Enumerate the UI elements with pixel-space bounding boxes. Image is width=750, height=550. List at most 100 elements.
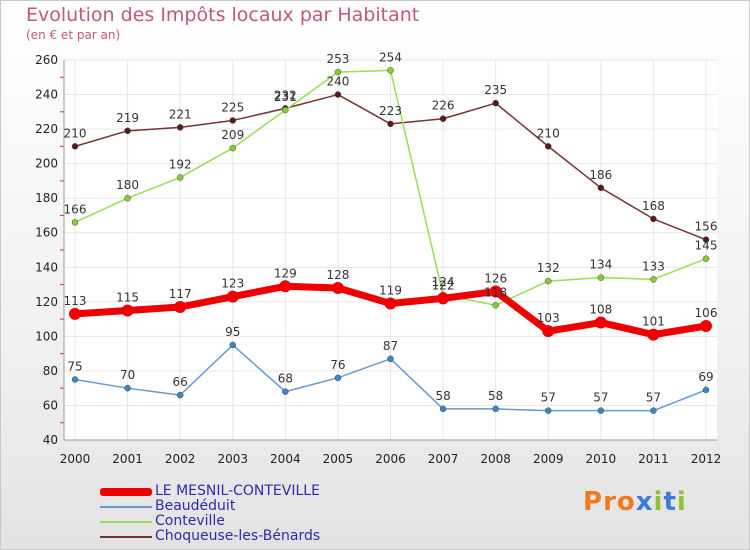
- data-label-beaudeduit: 58: [488, 389, 503, 403]
- data-point-conteville: [229, 144, 236, 152]
- data-point-mesnil: [437, 292, 450, 305]
- data-point-mesnil: [594, 316, 607, 329]
- data-point-conteville: [650, 276, 657, 283]
- data-point-mesnil: [647, 328, 660, 341]
- data-label-choqueuse: 168: [642, 199, 665, 213]
- data-point-choqueuse: [492, 99, 499, 107]
- data-label-mesnil: 108: [589, 303, 612, 317]
- y-tick-label: 160: [35, 226, 58, 240]
- data-label-mesnil: 123: [221, 277, 244, 291]
- data-label-choqueuse: 210: [537, 126, 560, 140]
- data-label-conteville: 118: [484, 285, 507, 299]
- data-label-choqueuse: 221: [169, 107, 192, 121]
- y-tick-label: 40: [43, 433, 58, 447]
- y-tick-label: 200: [35, 157, 58, 171]
- legend-label-choqueuse: Choqueuse-les-Bénards: [155, 528, 321, 544]
- data-label-mesnil: 126: [484, 271, 507, 285]
- x-tick-label: 2011: [638, 452, 669, 466]
- data-point-beaudeduit: [176, 391, 184, 399]
- chart-title: Evolution des Impôts locaux par Habitant: [26, 4, 420, 26]
- data-label-beaudeduit: 57: [541, 391, 556, 405]
- data-label-beaudeduit: 95: [225, 325, 240, 339]
- data-point-beaudeduit: [545, 407, 552, 414]
- data-point-mesnil: [542, 325, 555, 338]
- data-point-conteville: [387, 67, 394, 74]
- data-point-mesnil: [174, 301, 187, 313]
- legend-label-mesnil: LE MESNIL-CONTEVILLE: [155, 483, 320, 499]
- data-label-mesnil: 128: [326, 268, 349, 282]
- x-tick-label: 2003: [217, 452, 248, 466]
- data-label-conteville: 231: [274, 90, 297, 104]
- data-label-beaudeduit: 75: [67, 360, 82, 374]
- data-label-conteville: 132: [537, 261, 560, 275]
- data-point-choqueuse: [124, 127, 131, 135]
- data-point-beaudeduit: [597, 407, 605, 414]
- legend-swatch-beaudeduit: [100, 506, 152, 508]
- legend-swatch-choqueuse: [100, 536, 152, 538]
- x-tick-label: 2004: [270, 452, 301, 466]
- data-point-choqueuse: [387, 120, 394, 128]
- data-label-beaudeduit: 68: [278, 372, 293, 386]
- data-label-mesnil: 106: [695, 306, 718, 320]
- x-tick-label: 2006: [375, 452, 406, 466]
- data-label-mesnil: 115: [116, 290, 139, 304]
- data-label-mesnil: 113: [64, 294, 87, 308]
- x-tick-label: 2012: [691, 452, 722, 466]
- data-label-choqueuse: 232: [274, 88, 297, 102]
- data-label-conteville: 133: [642, 259, 665, 273]
- data-point-mesnil: [384, 297, 397, 310]
- data-point-beaudeduit: [334, 374, 342, 382]
- data-point-beaudeduit: [439, 405, 447, 413]
- data-point-mesnil: [700, 320, 712, 332]
- data-point-choqueuse: [334, 91, 342, 98]
- data-point-mesnil: [121, 304, 134, 317]
- data-label-conteville: 134: [589, 258, 612, 272]
- data-label-mesnil: 101: [642, 315, 665, 329]
- data-label-conteville: 254: [379, 50, 402, 64]
- data-point-choqueuse: [597, 184, 605, 192]
- data-point-conteville: [176, 174, 184, 181]
- data-label-choqueuse: 156: [695, 220, 718, 234]
- data-label-mesnil: 119: [379, 284, 402, 298]
- y-tick-label: 120: [35, 295, 58, 309]
- data-point-conteville: [282, 106, 289, 114]
- data-label-conteville: 253: [326, 52, 349, 66]
- y-tick-label: 260: [35, 53, 58, 67]
- data-label-mesnil: 103: [537, 311, 560, 325]
- x-tick-label: 2005: [323, 452, 354, 466]
- data-label-choqueuse: 226: [432, 99, 455, 113]
- data-point-choqueuse: [702, 236, 710, 243]
- data-point-conteville: [492, 302, 499, 309]
- data-point-mesnil: [489, 285, 502, 298]
- data-point-beaudeduit: [229, 341, 236, 349]
- x-tick-label: 2009: [533, 452, 564, 466]
- data-point-beaudeduit: [282, 388, 289, 395]
- data-point-beaudeduit: [124, 384, 131, 392]
- data-label-beaudeduit: 69: [698, 370, 713, 384]
- data-label-conteville: 209: [221, 128, 244, 142]
- legend-swatch-conteville: [100, 521, 152, 523]
- data-label-conteville: 166: [64, 202, 87, 216]
- legend-label-beaudeduit: Beaudéduit: [155, 498, 236, 514]
- data-point-mesnil: [226, 290, 239, 303]
- data-label-beaudeduit: 66: [173, 375, 188, 389]
- legend-label-conteville: Conteville: [155, 513, 225, 529]
- data-label-mesnil: 129: [274, 266, 297, 280]
- data-point-choqueuse: [650, 215, 657, 223]
- data-point-beaudeduit: [650, 407, 657, 414]
- data-label-conteville: 124: [432, 275, 455, 289]
- x-tick-label: 2001: [112, 452, 143, 466]
- data-point-beaudeduit: [702, 386, 710, 394]
- y-tick-label: 60: [43, 398, 58, 412]
- data-label-choqueuse: 186: [589, 168, 612, 182]
- data-label-choqueuse: 210: [64, 126, 87, 140]
- data-point-beaudeduit: [71, 376, 79, 383]
- data-label-choqueuse: 240: [326, 75, 349, 89]
- y-tick-label: 100: [35, 329, 58, 343]
- data-label-beaudeduit: 58: [435, 389, 450, 403]
- data-point-conteville: [71, 219, 79, 226]
- data-point-conteville: [545, 277, 552, 285]
- data-point-conteville: [597, 274, 605, 281]
- data-label-beaudeduit: 57: [646, 391, 661, 405]
